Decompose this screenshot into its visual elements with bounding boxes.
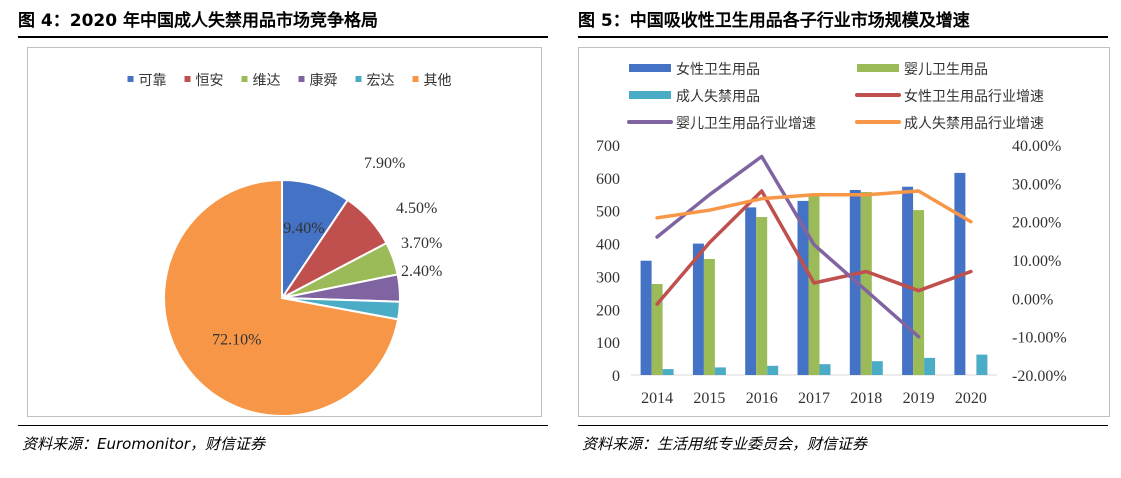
combo-legend-label: 女性卫生用品 — [676, 61, 760, 78]
pie-chart: 可靠 恒安 维达 康舜 宏达 其他 9.40% 7.90% 4.50% 3.70% 2.40% 72… — [127, 72, 452, 417]
y-left-tick-label: 100 — [596, 335, 620, 352]
combo-legend-label: 成人失禁用品 — [676, 89, 760, 105]
y-right-tick-label: 40.00% — [1012, 138, 1061, 155]
pie-value-labels: 9.40% 7.90% 4.50% 3.70% 2.40% 72.10% — [212, 155, 442, 349]
bar-1-1 — [703, 259, 715, 375]
bar-2-0 — [662, 369, 674, 375]
pie-value-label: 4.50% — [396, 200, 437, 217]
combo-legend-label: 婴儿卫生用品行业增速 — [676, 116, 816, 132]
growth-line-1 — [655, 154, 921, 339]
y-right-tick-label: 30.00% — [1012, 176, 1061, 193]
pie-legend-swatch — [412, 76, 419, 82]
bar-0-3 — [797, 200, 809, 375]
bar-0-1 — [692, 243, 704, 375]
x-tick-label: 2020 — [955, 390, 987, 407]
bar-1-2 — [756, 217, 768, 375]
y-left-tick-label: 400 — [596, 237, 620, 254]
bar-0-2 — [745, 207, 757, 375]
pie-value-label: 7.90% — [364, 155, 405, 172]
pie-legend-label: 康舜 — [310, 72, 338, 89]
y-left-tick-label: 500 — [596, 204, 620, 221]
pie-legend: 可靠 恒安 维达 康舜 宏达 其他 — [127, 72, 452, 89]
combo-lines — [655, 154, 973, 339]
pie-legend-label: 恒安 — [196, 73, 224, 89]
right-figure-title: 图 5：中国吸收性卫生用品各子行业市场规模及增速 — [578, 11, 970, 31]
x-tick-label: 2015 — [693, 390, 725, 407]
pie-slices — [163, 178, 401, 417]
x-tick-label: 2019 — [903, 390, 935, 407]
x-tick-label: 2016 — [746, 390, 778, 407]
pie-legend-swatch — [127, 76, 134, 82]
y-right-tick-label: 10.00% — [1012, 253, 1061, 270]
right-source-note: 资料来源：生活用纸专业委员会，财信证券 — [582, 435, 868, 453]
pie-value-label: 72.10% — [212, 332, 261, 349]
y-left-tick-label: 700 — [596, 138, 620, 155]
y-right-tick-label: 0.00% — [1012, 291, 1053, 308]
bar-1-5 — [913, 210, 925, 375]
right-source-rule — [578, 425, 1108, 426]
bar-2-1 — [714, 367, 726, 375]
x-tick-label: 2018 — [850, 390, 882, 407]
combo-legend-swatch — [629, 64, 671, 72]
pie-legend-swatch — [355, 76, 362, 82]
combo-legend-label: 女性卫生用品行业增速 — [904, 88, 1044, 105]
y-right-tick-label: -20.00% — [1012, 368, 1067, 385]
bar-2-3 — [819, 364, 831, 375]
bar-2-4 — [871, 361, 883, 375]
pie-legend-swatch — [241, 76, 248, 82]
pie-value-label: 2.40% — [401, 263, 442, 280]
y-left-tick-label: 300 — [596, 269, 620, 286]
pie-legend-label: 宏达 — [367, 73, 395, 89]
pie-legend-label: 维达 — [253, 73, 281, 89]
pie-legend-label: 可靠 — [139, 73, 167, 89]
combo-axes: 0 100 200 300 400 500 600 700 -20.00% -10.00% 0.00… — [596, 138, 1067, 407]
pie-chart-panel: 可靠 恒安 维达 康舜 宏达 其他 9.40% 7.90% 4.50% 3.70% 2.40% 72… — [27, 47, 542, 417]
growth-line-2 — [655, 189, 973, 224]
combo-legend-swatch — [629, 91, 671, 99]
combo-bars — [640, 172, 988, 375]
bar-2-6 — [976, 354, 988, 375]
combo-legend-label: 婴儿卫生用品 — [904, 62, 988, 78]
y-right-tick-label: -10.00% — [1012, 330, 1067, 347]
bar-2-5 — [924, 357, 936, 375]
left-source-note: 资料来源：Euromonitor，财信证券 — [22, 435, 266, 453]
pie-value-label: 9.40% — [283, 220, 324, 237]
pie-slice-5 — [163, 178, 400, 417]
left-source-rule — [18, 425, 548, 426]
y-left-tick-label: 200 — [596, 302, 620, 319]
pie-legend-label: 其他 — [424, 73, 452, 89]
growth-line-0 — [655, 189, 973, 306]
bar-2-2 — [767, 365, 779, 375]
x-tick-label: 2017 — [798, 390, 830, 407]
combo-chart-panel: 女性卫生用品 婴儿卫生用品成人失禁用品 女性卫生用品行业增速婴儿卫生用品行业增速 成人… — [578, 47, 1110, 417]
bar-0-0 — [640, 260, 652, 375]
y-left-tick-label: 0 — [612, 368, 620, 385]
pie-legend-swatch — [298, 76, 305, 82]
y-left-tick-label: 600 — [596, 171, 620, 188]
left-figure-title: 图 4：2020 年中国成人失禁用品市场竞争格局 — [18, 11, 378, 31]
y-right-tick-label: 20.00% — [1012, 215, 1061, 232]
x-tick-label: 2014 — [641, 390, 673, 407]
bar-0-5 — [902, 186, 914, 375]
right-title-rule — [578, 36, 1108, 38]
combo-legend-swatch — [857, 64, 899, 72]
left-title-rule — [18, 36, 548, 38]
pie-legend-swatch — [184, 76, 191, 82]
bar-1-0 — [651, 284, 663, 375]
pie-value-label: 3.70% — [401, 235, 442, 252]
bar-1-3 — [808, 195, 820, 375]
bar-1-4 — [860, 192, 872, 375]
combo-legend-label: 成人失禁用品行业增速 — [904, 116, 1044, 132]
